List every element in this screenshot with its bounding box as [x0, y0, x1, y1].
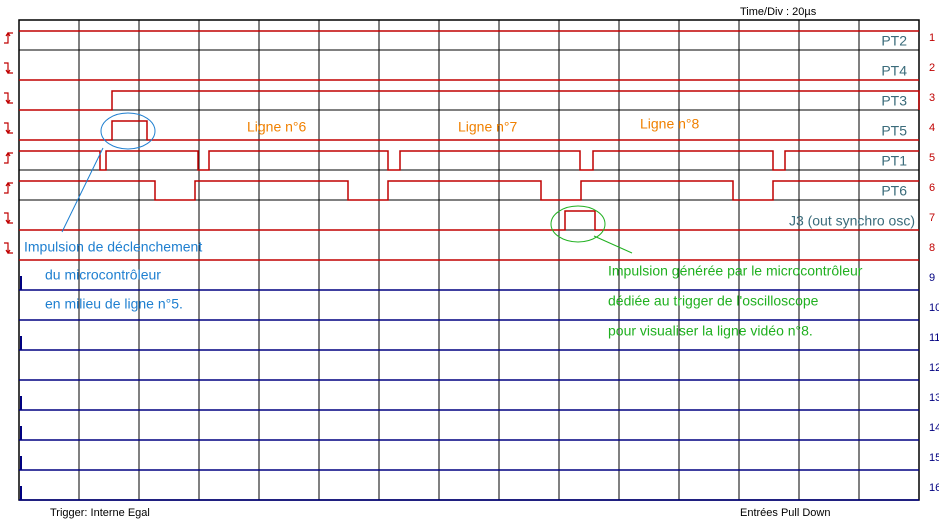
row-number: 15	[929, 452, 939, 464]
trigger-note: du microcontrôleur	[45, 267, 161, 283]
falling-edge-icon	[4, 122, 13, 135]
scope-note: dédiée au trigger de l'oscilloscope	[608, 293, 819, 309]
channel-name: PT6	[881, 183, 907, 199]
row-number: 14	[929, 422, 939, 434]
line-label: Ligne n°7	[458, 119, 518, 135]
row-number: 8	[929, 242, 935, 254]
row-number: 16	[929, 482, 939, 494]
row-number: 5	[929, 152, 935, 164]
signal-trace	[19, 150, 919, 171]
line-label: Ligne n°8	[640, 116, 700, 132]
rising-edge-icon	[4, 31, 13, 44]
scope-note: pour visualiser la ligne vidéo n°8.	[608, 323, 813, 339]
channel-name: J3 (out synchro osc)	[789, 213, 915, 229]
trigger-note: en milieu de ligne n°5.	[45, 296, 183, 312]
row-number: 1	[929, 32, 935, 44]
signal-trace	[19, 120, 919, 141]
signal-trace	[19, 210, 919, 231]
row-number: 6	[929, 182, 935, 194]
row-number: 13	[929, 392, 939, 404]
row-number: 10	[929, 302, 939, 314]
input-mode: Entrées Pull Down	[740, 507, 831, 519]
callout-line	[593, 235, 633, 254]
rising-edge-icon	[4, 181, 13, 194]
trigger-mode: Trigger: Interne Egal	[50, 507, 150, 519]
falling-edge-icon	[4, 62, 13, 75]
signal-trace	[19, 90, 920, 111]
row-number: 12	[929, 362, 939, 374]
channel-name: PT3	[881, 93, 907, 109]
line-label: Ligne n°6	[247, 119, 307, 135]
falling-edge-icon	[4, 212, 13, 225]
channel-name: PT4	[881, 63, 907, 79]
row-number: 3	[929, 92, 935, 104]
time-div: Time/Div : 20µs	[740, 6, 817, 18]
channel-name: PT5	[881, 123, 907, 139]
row-number: 7	[929, 212, 935, 224]
channel-name: PT2	[881, 33, 907, 49]
row-number: 2	[929, 62, 935, 74]
row-number: 9	[929, 272, 935, 284]
scope-note: Impulsion générée par le microcontrôleur	[608, 263, 863, 279]
highlight-ellipse	[550, 205, 606, 243]
trigger-note: Impulsion de déclenchement	[24, 239, 202, 255]
row-number: 11	[929, 332, 939, 344]
falling-edge-icon	[4, 92, 13, 105]
row-number: 4	[929, 122, 935, 134]
channel-name: PT1	[881, 153, 907, 169]
falling-edge-icon	[4, 242, 13, 255]
signal-trace	[19, 180, 919, 201]
callout-line	[61, 147, 104, 233]
rising-edge-icon	[4, 151, 13, 164]
highlight-ellipse	[100, 112, 156, 150]
